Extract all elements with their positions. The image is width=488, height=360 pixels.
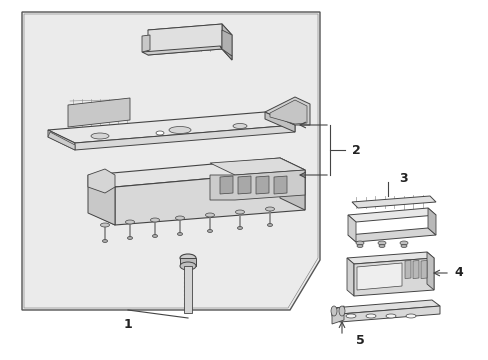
Polygon shape bbox=[48, 130, 75, 150]
Ellipse shape bbox=[180, 254, 196, 262]
Ellipse shape bbox=[101, 223, 109, 227]
Polygon shape bbox=[48, 132, 75, 150]
Polygon shape bbox=[88, 169, 115, 193]
Polygon shape bbox=[142, 46, 222, 55]
Polygon shape bbox=[220, 176, 232, 194]
Ellipse shape bbox=[127, 237, 132, 239]
Ellipse shape bbox=[330, 306, 336, 316]
Polygon shape bbox=[347, 215, 355, 242]
Polygon shape bbox=[347, 208, 435, 222]
Ellipse shape bbox=[152, 234, 157, 238]
Ellipse shape bbox=[175, 216, 184, 220]
Polygon shape bbox=[273, 176, 286, 194]
Polygon shape bbox=[331, 300, 439, 314]
Polygon shape bbox=[148, 24, 231, 41]
Ellipse shape bbox=[205, 213, 214, 217]
Ellipse shape bbox=[91, 133, 109, 139]
Polygon shape bbox=[90, 175, 115, 225]
Polygon shape bbox=[142, 35, 150, 52]
Polygon shape bbox=[269, 100, 306, 124]
Ellipse shape bbox=[378, 244, 384, 248]
Text: 2: 2 bbox=[351, 144, 360, 157]
Polygon shape bbox=[90, 158, 305, 187]
Polygon shape bbox=[148, 24, 222, 55]
Ellipse shape bbox=[338, 306, 345, 316]
Polygon shape bbox=[68, 98, 130, 127]
Polygon shape bbox=[209, 158, 305, 175]
Polygon shape bbox=[347, 228, 435, 242]
Polygon shape bbox=[264, 112, 294, 132]
Ellipse shape bbox=[150, 218, 159, 222]
Polygon shape bbox=[183, 266, 192, 313]
Polygon shape bbox=[427, 208, 435, 235]
Ellipse shape bbox=[385, 314, 395, 318]
Ellipse shape bbox=[265, 207, 274, 211]
Polygon shape bbox=[115, 170, 305, 225]
Polygon shape bbox=[412, 261, 418, 279]
Ellipse shape bbox=[177, 233, 182, 235]
Ellipse shape bbox=[377, 241, 385, 245]
Polygon shape bbox=[88, 175, 115, 225]
Polygon shape bbox=[346, 252, 433, 264]
Polygon shape bbox=[222, 24, 231, 60]
Polygon shape bbox=[331, 308, 339, 322]
Text: 3: 3 bbox=[398, 171, 407, 185]
Ellipse shape bbox=[232, 123, 246, 129]
Polygon shape bbox=[220, 46, 231, 60]
Ellipse shape bbox=[355, 241, 363, 245]
Polygon shape bbox=[256, 176, 268, 194]
Polygon shape bbox=[238, 176, 250, 194]
Polygon shape bbox=[426, 252, 433, 290]
Ellipse shape bbox=[237, 226, 242, 230]
Polygon shape bbox=[353, 258, 433, 296]
Ellipse shape bbox=[267, 224, 272, 226]
Ellipse shape bbox=[399, 241, 407, 245]
Text: 5: 5 bbox=[355, 333, 364, 346]
Ellipse shape bbox=[365, 314, 375, 318]
Ellipse shape bbox=[405, 314, 415, 318]
Text: 4: 4 bbox=[453, 266, 462, 279]
Ellipse shape bbox=[125, 220, 134, 224]
Polygon shape bbox=[48, 112, 294, 143]
Polygon shape bbox=[356, 263, 401, 290]
Ellipse shape bbox=[169, 126, 191, 134]
Polygon shape bbox=[404, 261, 410, 279]
Polygon shape bbox=[209, 170, 305, 200]
Ellipse shape bbox=[207, 230, 212, 233]
Ellipse shape bbox=[102, 239, 107, 243]
Polygon shape bbox=[346, 258, 353, 296]
Ellipse shape bbox=[346, 314, 355, 318]
Polygon shape bbox=[339, 306, 439, 322]
Text: 1: 1 bbox=[123, 318, 132, 331]
Polygon shape bbox=[75, 125, 294, 150]
Polygon shape bbox=[331, 306, 343, 324]
Ellipse shape bbox=[400, 244, 406, 248]
Polygon shape bbox=[280, 158, 305, 210]
Polygon shape bbox=[222, 30, 231, 56]
Ellipse shape bbox=[235, 210, 244, 214]
Polygon shape bbox=[420, 261, 426, 279]
Ellipse shape bbox=[156, 131, 163, 135]
Polygon shape bbox=[22, 12, 319, 310]
Polygon shape bbox=[180, 258, 196, 266]
Polygon shape bbox=[264, 97, 309, 125]
Ellipse shape bbox=[356, 244, 362, 248]
Polygon shape bbox=[351, 196, 435, 208]
Ellipse shape bbox=[180, 262, 196, 270]
